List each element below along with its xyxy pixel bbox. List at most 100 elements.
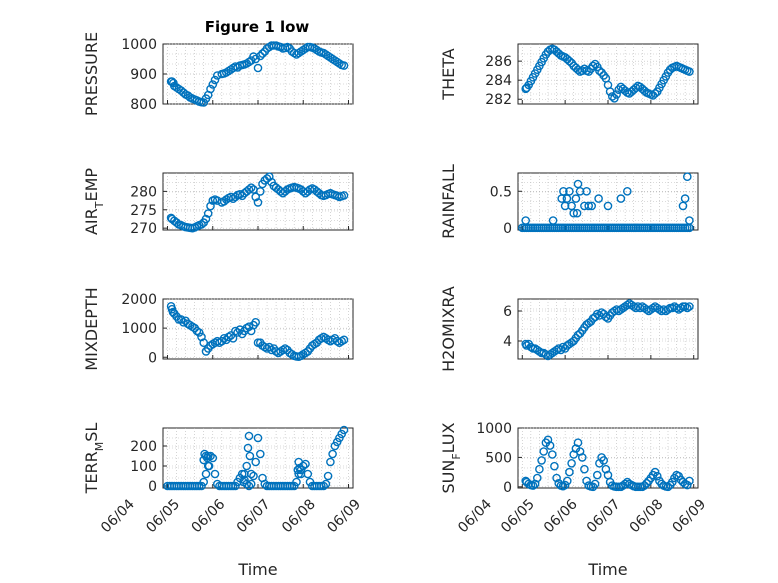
- data-point: [244, 185, 254, 194]
- y-axis-label: SUNFLUX: [439, 422, 463, 493]
- gridlines: [518, 173, 698, 230]
- data-point: [676, 303, 686, 313]
- y-tick-label: 1000: [121, 321, 157, 337]
- data-point: [582, 476, 591, 486]
- data-point: [565, 467, 574, 477]
- subplot-6: 4 6 H2OMIXRA: [439, 286, 699, 372]
- x-axis-label: Time: [587, 560, 627, 579]
- data-point: [255, 187, 265, 196]
- data-point: [255, 449, 265, 459]
- data-point: [685, 476, 694, 486]
- data-point: [296, 469, 306, 479]
- data-series: [163, 425, 349, 491]
- x-tick-label: 06/08: [279, 496, 319, 536]
- y-axis-label: THETA: [439, 48, 458, 100]
- subplot-8: 0 500 1000 SUNFLUX: [439, 421, 699, 496]
- data-point: [219, 333, 229, 343]
- x-axis-label: Time: [237, 560, 277, 579]
- data-point: [199, 477, 208, 487]
- y-axis-label: MIXDEPTH: [82, 287, 101, 370]
- data-point: [578, 453, 587, 462]
- x-tick-label: 06/09: [324, 496, 364, 536]
- data-point: [321, 479, 331, 489]
- data-point: [228, 333, 238, 343]
- data-point: [167, 77, 177, 86]
- data-point: [319, 481, 328, 491]
- subplot-2: 282 284 286 THETA: [439, 43, 699, 108]
- data-point: [623, 186, 632, 196]
- data-point: [246, 183, 256, 192]
- x-tick-label: 06/04: [455, 496, 495, 536]
- data-point: [249, 471, 258, 481]
- data-point: [253, 63, 263, 73]
- data-point: [552, 473, 561, 483]
- y-tick-label: 900: [130, 67, 157, 83]
- x-tick-label: 06/06: [189, 496, 229, 536]
- y-tick-label: 800: [130, 97, 157, 113]
- data-point: [194, 328, 204, 337]
- y-tick-label: 275: [130, 203, 157, 219]
- figure-title: Figure 1 low: [205, 18, 310, 36]
- data-point: [244, 431, 254, 441]
- data-point: [231, 326, 240, 336]
- data-point: [683, 303, 692, 313]
- data-point: [593, 470, 602, 480]
- data-point: [584, 201, 594, 211]
- y-tick-label: 4: [503, 334, 512, 350]
- data-point: [548, 216, 558, 225]
- data-point: [590, 479, 600, 489]
- data-point: [197, 220, 206, 229]
- y-tick-label: 200: [130, 439, 157, 455]
- data-point: [588, 61, 598, 71]
- y-tick-label: 286: [485, 54, 512, 70]
- y-tick-label: 0: [148, 479, 157, 495]
- data-point: [668, 477, 677, 487]
- data-point: [323, 471, 333, 481]
- data-point: [233, 63, 242, 72]
- data-point: [203, 451, 213, 461]
- data-series: [521, 299, 694, 361]
- data-point: [295, 463, 304, 473]
- data-point: [573, 438, 583, 448]
- data-point: [569, 208, 579, 218]
- gridlines: [163, 298, 353, 359]
- data-point: [535, 464, 544, 474]
- data-point: [612, 90, 621, 99]
- y-tick-label: 0: [503, 221, 512, 237]
- data-point: [267, 345, 276, 355]
- data-point: [251, 192, 260, 202]
- data-point: [237, 191, 247, 201]
- data-point: [294, 457, 304, 467]
- data-point: [595, 66, 604, 75]
- x-tick-label: 06/09: [669, 496, 709, 536]
- data-point: [640, 86, 649, 95]
- data-point: [253, 433, 263, 443]
- data-point: [554, 344, 564, 353]
- data-point: [680, 302, 690, 311]
- data-point: [562, 194, 572, 203]
- data-point: [239, 477, 248, 487]
- data-point: [244, 322, 254, 332]
- y-tick-label: 500: [485, 450, 512, 466]
- data-point: [599, 456, 609, 465]
- subplot-5: 0 1000 2000 MIXDEPTH: [82, 287, 354, 371]
- data-point: [593, 309, 602, 319]
- data-point: [521, 216, 531, 225]
- data-point: [251, 317, 260, 327]
- subplot-1: 800 900 1000 PRESSURE: [82, 32, 354, 116]
- data-point: [253, 198, 263, 207]
- data-point: [685, 216, 694, 225]
- data-point: [528, 481, 538, 490]
- data-point: [242, 461, 251, 471]
- data-point: [580, 64, 589, 74]
- data-point: [244, 57, 254, 67]
- data-point: [537, 456, 546, 465]
- data-point: [565, 186, 574, 196]
- x-tick-label: 06/05: [143, 496, 183, 536]
- data-point: [680, 194, 690, 203]
- y-tick-label: 2000: [121, 292, 157, 308]
- x-tick-label: 06/05: [498, 496, 538, 536]
- data-point: [683, 480, 692, 490]
- y-tick-label: 6: [503, 304, 512, 320]
